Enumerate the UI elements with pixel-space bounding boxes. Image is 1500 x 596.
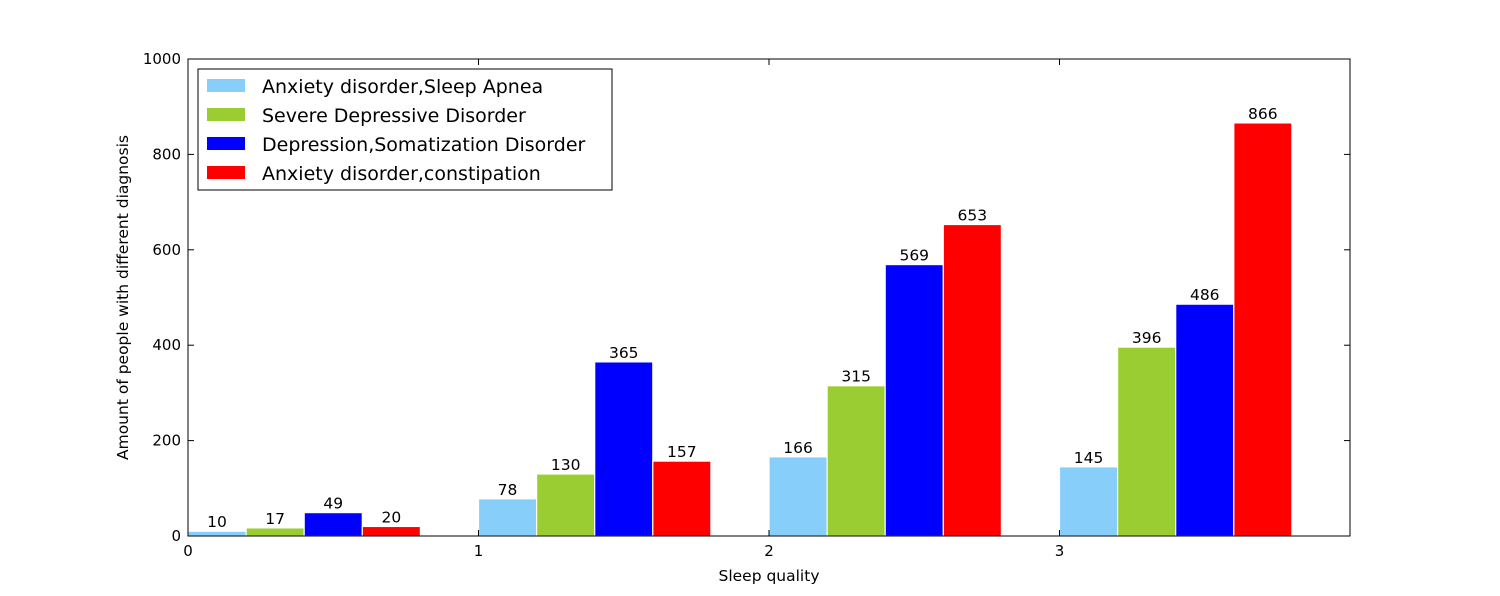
bar-value-label: 569: [899, 247, 929, 265]
bar-value-label: 17: [265, 510, 285, 528]
legend-label: Depression,Somatization Disorder: [262, 134, 586, 156]
y-tick-label: 0: [171, 527, 181, 545]
bar-value-label: 486: [1190, 286, 1220, 304]
bars-group: [187, 122, 1293, 537]
bar: [1233, 122, 1293, 537]
x-tick-label: 3: [1055, 542, 1065, 560]
bar-value-label: 49: [323, 495, 343, 513]
legend: Anxiety disorder,Sleep Apnea Severe Depre…: [197, 68, 613, 191]
bar-value-label: 145: [1074, 449, 1104, 467]
y-axis-title: Amount of people with different diagnosi…: [114, 135, 132, 460]
legend-label: Severe Depressive Disorder: [262, 105, 526, 127]
bar-value-label: 10: [207, 513, 227, 531]
bar-value-label: 130: [551, 456, 581, 474]
x-tick-label: 1: [474, 542, 484, 560]
x-tick-label: 0: [183, 542, 193, 560]
legend-swatch: [207, 79, 245, 92]
bar: [1175, 303, 1235, 537]
bar-value-label: 653: [958, 207, 988, 225]
bar: [884, 263, 944, 537]
bar: [187, 530, 247, 537]
bar-value-label: 315: [841, 368, 871, 386]
x-tick-label: 2: [764, 542, 774, 560]
bar: [594, 361, 654, 537]
bar-value-label: 396: [1132, 329, 1162, 347]
legend-swatch: [207, 166, 245, 179]
y-axis: 0 200 400 600 800 1000: [143, 50, 1350, 545]
bar: [477, 498, 538, 537]
bar-value-label: 365: [609, 344, 639, 362]
bar-value-label: 866: [1248, 105, 1278, 123]
x-axis-title: Sleep quality: [718, 567, 819, 585]
bar: [942, 223, 1002, 537]
bar: [826, 385, 886, 537]
bar-value-label: 20: [381, 508, 401, 526]
legend-swatch: [207, 108, 245, 121]
bar-value-label: 166: [783, 439, 813, 457]
legend-swatch: [207, 137, 245, 150]
bar: [1116, 346, 1177, 537]
bar: [245, 527, 305, 537]
y-tick-label: 400: [152, 336, 181, 354]
bar: [1058, 466, 1119, 537]
legend-label: Anxiety disorder,constipation: [262, 163, 541, 185]
bar: [652, 460, 712, 537]
data-labels-group: 10 78 166 145 17 130 315 396 49 365 569 486 20 157 653…: [207, 105, 1277, 531]
y-tick-label: 800: [152, 145, 181, 163]
x-axis: 0 1 2 3: [183, 59, 1064, 560]
bar: [361, 525, 421, 537]
legend-label: Anxiety disorder,Sleep Apnea: [262, 76, 543, 98]
bar-value-label: 157: [667, 443, 697, 461]
legend-box: [197, 68, 613, 191]
bar: [535, 473, 596, 537]
bar-value-label: 78: [498, 481, 518, 499]
y-tick-label: 1000: [143, 50, 181, 68]
y-tick-label: 200: [152, 432, 181, 450]
bar: [303, 512, 363, 537]
y-tick-label: 600: [152, 241, 181, 259]
bar: [768, 456, 828, 537]
